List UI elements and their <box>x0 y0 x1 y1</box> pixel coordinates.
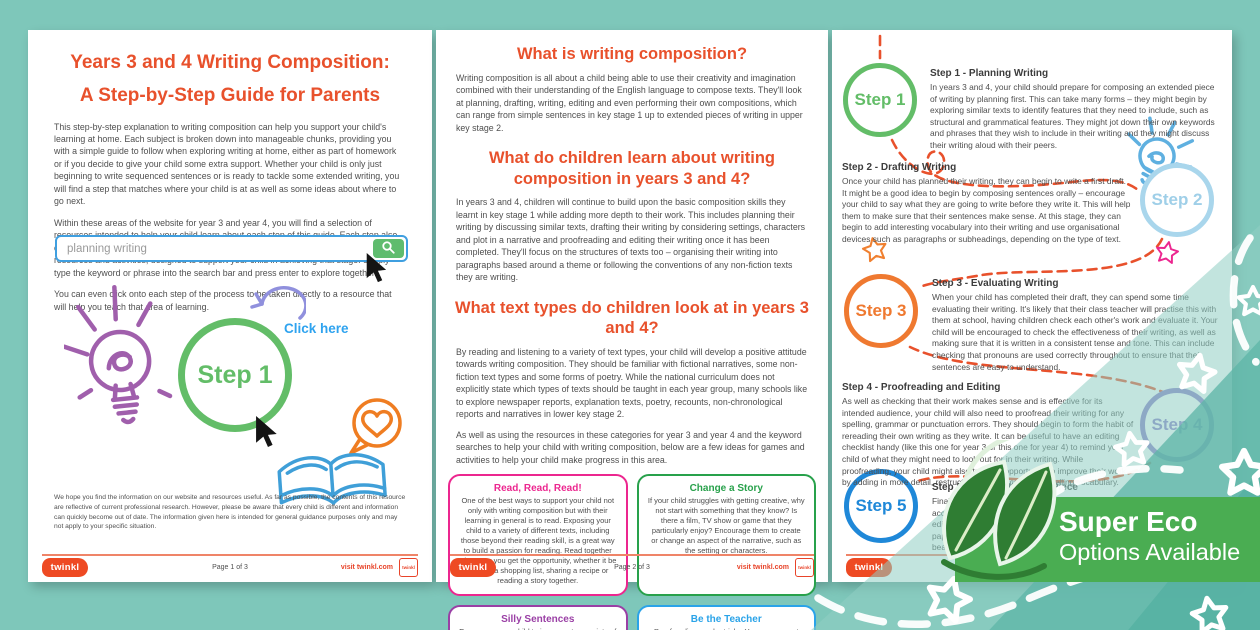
page-footer: twinkl Page 1 of 3 visit twinkl.com twin… <box>42 557 418 577</box>
what-is-paragraph: Writing composition is all about a child… <box>456 72 803 133</box>
page-number: Page 2 of 3 <box>614 563 650 571</box>
search-button[interactable] <box>373 239 404 258</box>
step-circle-4[interactable]: Step 4 <box>1140 388 1214 462</box>
disclaimer-text: We hope you find the information on our … <box>54 494 406 531</box>
twinkl-logo: twinkl <box>846 557 892 577</box>
step1-circle-label: Step 1 <box>197 360 273 389</box>
step-title: Step 2 - Drafting Writing <box>842 162 957 173</box>
star-doodle-icon <box>1156 241 1179 264</box>
footer-divider <box>450 554 814 556</box>
step-row: Step 4 - Proofreading and Editing As wel… <box>842 382 1134 489</box>
visit-link[interactable]: visit twinkl.com <box>340 563 393 571</box>
page-1: Years 3 and 4 Writing Composition: A Ste… <box>28 30 432 582</box>
visit-link[interactable]: visit twinkl.com <box>736 563 789 571</box>
search-bar <box>55 235 408 262</box>
step-text: Once your child has planned their writin… <box>842 176 1131 244</box>
step-row: Step 2 - Drafting Writing Once your chil… <box>842 162 1132 246</box>
box-text: One of the best ways to support your chi… <box>459 496 617 586</box>
activity-box-change-story: Change a Story If your child struggles w… <box>636 474 816 597</box>
step-title: Step 3 - Evaluating Writing <box>932 278 1059 289</box>
step-row: Step 1 - Planning Writing In years 3 and… <box>930 68 1222 152</box>
footer-divider <box>42 554 418 556</box>
step-circle-label: Step 2 <box>1151 190 1203 209</box>
twinkl-logo: twinkl <box>450 557 496 577</box>
click-paragraph: You can even click onto each step of the… <box>54 289 392 312</box>
box-text: If your child struggles with getting cre… <box>647 496 805 556</box>
step-circle-label: Step 5 <box>855 496 907 515</box>
step-circle-label: Step 1 <box>854 90 906 109</box>
page-number: Page 1 of 3 <box>212 563 248 571</box>
step-title: Step 1 - Planning Writing <box>930 68 1049 79</box>
twinkl-logo: twinkl <box>42 557 88 577</box>
page-2: What is writing composition? Writing com… <box>436 30 828 630</box>
banner-subtitle: Options Available <box>1059 538 1241 565</box>
step-text: In years 3 and 4, your child should prep… <box>930 82 1215 150</box>
activity-box-read: Read, Read, Read! One of the best ways t… <box>448 474 628 597</box>
page-title-line1: Years 3 and 4 Writing Composition: <box>70 52 390 73</box>
box-text: Encourage your child to incorporate a va… <box>459 627 617 630</box>
box-text: Proofreading can be tricky. You can supp… <box>648 627 806 630</box>
what-learn-paragraph: In years 3 and 4, children will continue… <box>456 197 806 283</box>
box-title: Change a Story <box>689 483 763 495</box>
step-title: Step 4 - Proofreading and Editing <box>842 382 1001 393</box>
activity-box-silly-sentences: Silly Sentences Encourage your child to … <box>448 605 628 630</box>
box-title: Read, Read, Read! <box>493 483 582 495</box>
search-input[interactable] <box>59 242 373 255</box>
text-types-paragraph: By reading and listening to a variety of… <box>456 346 808 420</box>
step-circle-label: Step 3 <box>855 301 907 320</box>
step-text: As well as checking that their work make… <box>842 396 1134 488</box>
heading-what-is: What is writing composition? <box>516 45 748 63</box>
page-title: Years 3 and 4 Writing Composition: A Ste… <box>46 46 414 113</box>
step-circle-label: Step 4 <box>1151 415 1203 434</box>
heart-speech-doodle-icon <box>349 398 402 455</box>
heading-what-learn: What do children learn about writing com… <box>488 149 775 188</box>
page-footer: twinkl Page 2 of 3 visit twinkl.com twin… <box>450 557 814 577</box>
click-here-label[interactable]: Click here <box>284 321 349 336</box>
step-circle-1[interactable]: Step 1 <box>843 63 917 137</box>
step-circle-3[interactable]: Step 3 <box>844 274 918 348</box>
activity-boxes: Read, Read, Read! One of the best ways t… <box>448 474 816 630</box>
quality-stamp-icon: twinkl <box>399 557 418 577</box>
step-circle-2[interactable]: Step 2 <box>1140 163 1214 237</box>
box-title: Silly Sentences <box>501 614 575 626</box>
page-title-line2: A Step-by-Step Guide for Parents <box>79 85 381 107</box>
step-text: When your child has completed their draf… <box>932 292 1218 372</box>
resources-paragraph: As well as using the resources in these … <box>456 429 805 465</box>
activity-box-be-teacher: Be the Teacher Proofreading can be trick… <box>636 605 816 630</box>
intro-paragraph: This step-by-step explanation to writing… <box>54 121 400 207</box>
box-title: Be the Teacher <box>690 614 762 626</box>
banner-title: Super Eco <box>1059 506 1198 537</box>
step-row: Step 3 - Evaluating Writing When your ch… <box>932 278 1222 373</box>
step-title: Step 5 - Writing the Final Piece <box>932 482 1078 493</box>
heading-text-types: What text types do children look at in y… <box>455 298 809 338</box>
step1-circle-button[interactable]: Step 1 <box>178 318 292 432</box>
super-eco-banner: Super Eco Options Available <box>955 497 1260 582</box>
search-icon <box>381 240 396 258</box>
